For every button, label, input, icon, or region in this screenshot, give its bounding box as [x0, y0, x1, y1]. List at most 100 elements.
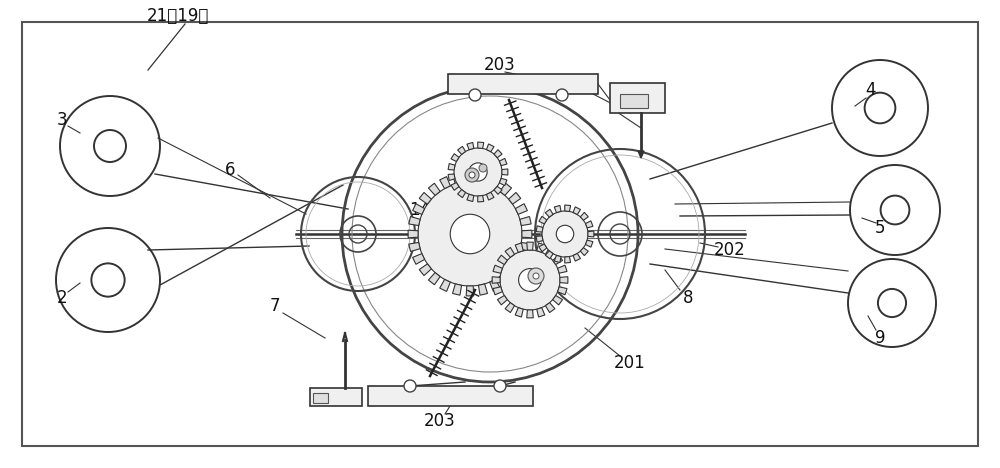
Polygon shape: [451, 154, 459, 161]
Polygon shape: [553, 255, 563, 264]
Polygon shape: [497, 255, 507, 264]
Polygon shape: [453, 173, 462, 184]
Polygon shape: [492, 277, 500, 283]
Text: 9: 9: [875, 329, 885, 347]
Text: 14: 14: [409, 201, 431, 219]
Polygon shape: [458, 190, 466, 197]
Polygon shape: [545, 251, 553, 259]
Text: 4: 4: [865, 81, 875, 99]
Polygon shape: [585, 221, 593, 228]
Bar: [620, 94, 648, 108]
Polygon shape: [440, 279, 450, 292]
Polygon shape: [448, 163, 455, 170]
Polygon shape: [428, 272, 440, 285]
Polygon shape: [440, 176, 450, 189]
Polygon shape: [520, 242, 531, 251]
Polygon shape: [505, 248, 515, 257]
Polygon shape: [500, 272, 512, 285]
Polygon shape: [522, 230, 532, 238]
Polygon shape: [448, 174, 455, 181]
Circle shape: [469, 172, 475, 178]
Text: 2: 2: [57, 289, 67, 307]
Text: 8: 8: [683, 289, 693, 307]
Polygon shape: [500, 183, 512, 196]
Polygon shape: [409, 217, 420, 226]
Polygon shape: [467, 194, 474, 202]
Polygon shape: [554, 205, 561, 212]
Polygon shape: [558, 287, 567, 295]
Polygon shape: [428, 183, 440, 196]
Polygon shape: [537, 307, 545, 317]
Bar: [310, 388, 362, 406]
Circle shape: [450, 214, 490, 254]
Polygon shape: [502, 169, 508, 175]
Polygon shape: [499, 178, 507, 186]
Polygon shape: [497, 295, 507, 305]
Polygon shape: [515, 243, 523, 252]
Polygon shape: [413, 254, 425, 264]
Polygon shape: [499, 158, 507, 166]
Polygon shape: [565, 205, 571, 212]
Text: 5: 5: [875, 219, 885, 237]
Polygon shape: [466, 172, 474, 182]
Polygon shape: [467, 142, 474, 150]
Polygon shape: [478, 173, 487, 184]
Text: 7: 7: [270, 297, 280, 315]
Circle shape: [404, 380, 416, 392]
Circle shape: [533, 273, 539, 279]
Circle shape: [494, 380, 506, 392]
Polygon shape: [509, 192, 521, 204]
Polygon shape: [413, 204, 425, 214]
Bar: [448, 74, 598, 94]
Polygon shape: [515, 254, 527, 264]
Polygon shape: [478, 142, 484, 148]
Polygon shape: [493, 287, 502, 295]
Polygon shape: [490, 279, 500, 292]
Circle shape: [418, 182, 522, 286]
Polygon shape: [527, 310, 533, 318]
Circle shape: [519, 269, 541, 292]
Polygon shape: [419, 192, 431, 204]
Circle shape: [465, 168, 479, 182]
Polygon shape: [509, 264, 521, 276]
Circle shape: [556, 89, 568, 101]
Polygon shape: [545, 209, 553, 217]
Polygon shape: [580, 212, 588, 220]
Polygon shape: [565, 256, 571, 263]
Polygon shape: [585, 240, 593, 247]
Circle shape: [454, 148, 502, 196]
Text: 203: 203: [424, 412, 456, 430]
Circle shape: [556, 225, 574, 243]
Text: 21（19）: 21（19）: [147, 7, 209, 25]
Polygon shape: [408, 230, 418, 238]
Circle shape: [500, 250, 560, 310]
Circle shape: [469, 163, 487, 181]
Polygon shape: [486, 144, 494, 152]
Polygon shape: [536, 226, 543, 232]
Polygon shape: [453, 284, 462, 295]
Polygon shape: [515, 204, 527, 214]
Bar: [313, 393, 328, 403]
Polygon shape: [478, 284, 487, 295]
Polygon shape: [545, 248, 555, 257]
Polygon shape: [580, 248, 588, 256]
Polygon shape: [515, 307, 523, 317]
Circle shape: [469, 89, 481, 101]
Polygon shape: [638, 151, 644, 158]
Polygon shape: [520, 217, 531, 226]
Polygon shape: [527, 242, 533, 250]
Circle shape: [528, 268, 544, 284]
Polygon shape: [493, 265, 502, 273]
Polygon shape: [588, 231, 594, 237]
Polygon shape: [494, 150, 502, 158]
Polygon shape: [419, 264, 431, 276]
Polygon shape: [458, 146, 466, 154]
Polygon shape: [539, 216, 547, 224]
Polygon shape: [486, 192, 494, 200]
Polygon shape: [466, 286, 474, 296]
Circle shape: [479, 164, 487, 172]
Polygon shape: [545, 303, 555, 313]
Polygon shape: [409, 242, 420, 251]
Text: 6: 6: [225, 161, 235, 179]
Polygon shape: [505, 303, 515, 313]
